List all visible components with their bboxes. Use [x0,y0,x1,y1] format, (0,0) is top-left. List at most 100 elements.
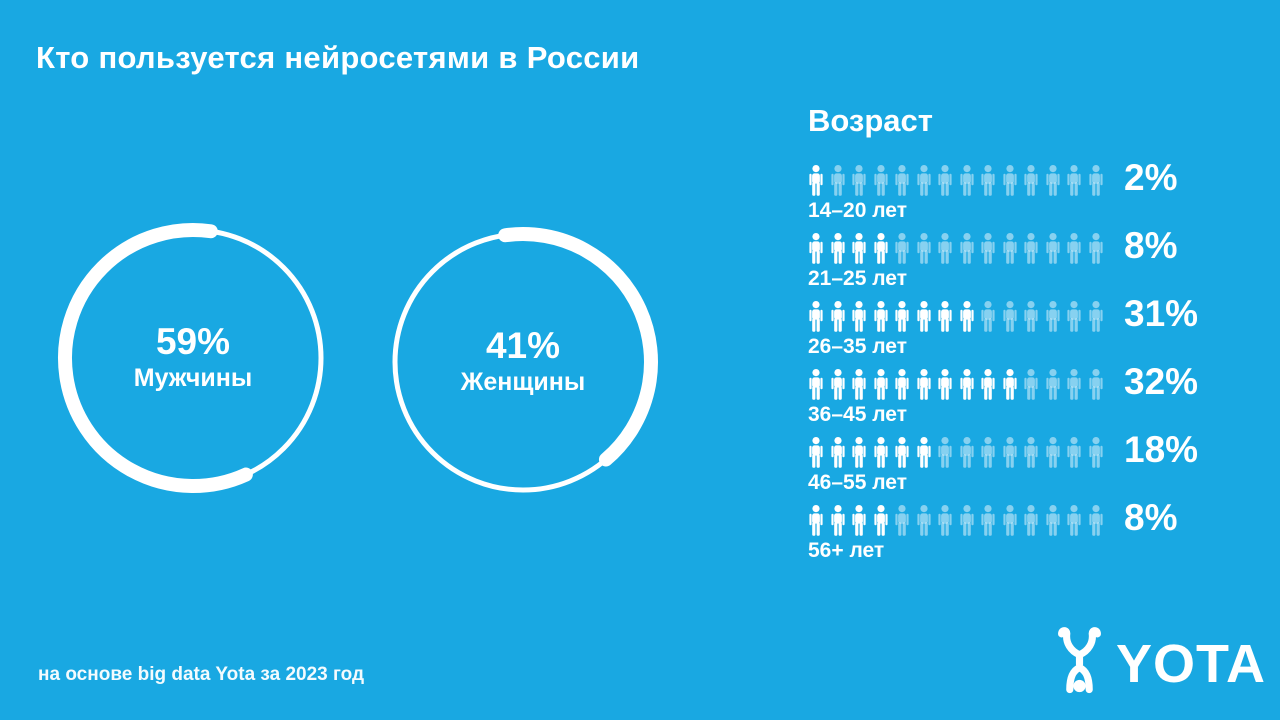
person-icon [959,165,974,196]
person-icon [873,301,888,332]
person-icon [830,301,845,332]
person-icon [916,233,931,264]
age-section: Возраст [808,103,1208,573]
donut-label: Мужчины [133,364,253,393]
person-icon [895,369,909,400]
age-range-label: 21–25 лет [808,267,907,290]
person-icon [1067,233,1081,264]
age-rows: 14–20 лет 2% [808,159,1208,561]
person-icon [852,233,866,264]
person-icon [852,301,866,332]
person-icon [1067,505,1081,536]
person-icon [916,165,931,196]
pictogram-icons [808,505,1208,536]
age-percent: 31% [1124,293,1199,334]
person-icon [873,505,888,536]
person-icon [1002,233,1017,264]
person-icon [1045,165,1060,196]
age-range-label: 14–20 лет [808,199,907,222]
person-icon [959,505,974,536]
person-icon [873,233,888,264]
age-percent: 8% [1124,497,1178,538]
person-icon [981,165,995,196]
person-icon [938,369,952,400]
person-icon [895,437,909,468]
person-icon [981,505,995,536]
donut-percent: 41% [485,324,561,366]
person-icon [1024,369,1038,400]
age-percent: 2% [1124,157,1178,198]
person-icon [959,301,974,332]
person-icon [981,301,995,332]
person-icon [1088,165,1103,196]
pictogram-icons [808,165,1208,196]
person-icon [981,369,995,400]
donut-percent: 59% [155,320,231,362]
person-icon [959,437,974,468]
person-icon [852,505,866,536]
person-icon [1045,369,1060,400]
person-icon [938,437,952,468]
age-row: 56+ лет 8% [808,499,1208,561]
person-icon [1002,165,1017,196]
person-icon [1024,165,1038,196]
donut-chart-men: 59% Мужчины [43,208,343,508]
person-icon [873,165,888,196]
person-icon [959,369,974,400]
person-icon [830,233,845,264]
age-row: 14–20 лет 2% [808,159,1208,222]
person-icon [1024,505,1038,536]
pictogram-icons [808,233,1208,264]
pictogram-icons [808,369,1208,400]
pictogram-icons [808,437,1208,468]
person-icon [916,437,931,468]
person-icon [852,437,866,468]
donut-chart-women: 41% Женщины [373,212,673,512]
age-percent: 32% [1124,361,1199,402]
person-icon [809,505,823,536]
person-icon [1088,233,1103,264]
person-icon [938,505,952,536]
person-icon [916,505,931,536]
age-percent: 8% [1124,225,1178,266]
person-icon [916,301,931,332]
person-icon [1045,233,1060,264]
pictogram-icons [808,301,1208,332]
person-icon [1024,233,1038,264]
person-icon [852,165,866,196]
person-icon [809,437,823,468]
person-icon [938,165,952,196]
donut-label: Женщины [460,368,586,397]
person-icon [1002,505,1017,536]
age-row: 36–45 лет 32% [808,363,1208,426]
source-note: на основе big data Yota за 2023 год [38,664,365,685]
person-icon [1088,369,1103,400]
yota-logo: YOTA [1056,626,1266,698]
age-row: 46–55 лет 18% [808,431,1208,494]
age-range-label: 36–45 лет [808,403,907,426]
donut-center-text: 59% Мужчины [43,208,343,508]
age-row: 26–35 лет 31% [808,295,1208,357]
person-icon [1002,301,1017,332]
yota-logo-mark [1058,627,1101,694]
person-icon [1002,369,1017,400]
person-icon [830,165,845,196]
age-range-label: 46–55 лет [808,471,907,494]
person-icon [1045,437,1060,468]
person-icon [830,505,845,536]
person-icon [1067,369,1081,400]
person-icon [1067,437,1081,468]
person-icon [809,233,823,264]
donut-center-text: 41% Женщины [373,212,673,512]
person-icon [981,437,995,468]
person-icon [809,369,823,400]
person-icon [895,165,909,196]
person-icon [1045,505,1060,536]
person-icon [873,437,888,468]
person-icon [981,233,995,264]
person-icon [809,165,823,196]
person-icon [830,437,845,468]
person-icon [1024,437,1038,468]
person-icon [895,233,909,264]
